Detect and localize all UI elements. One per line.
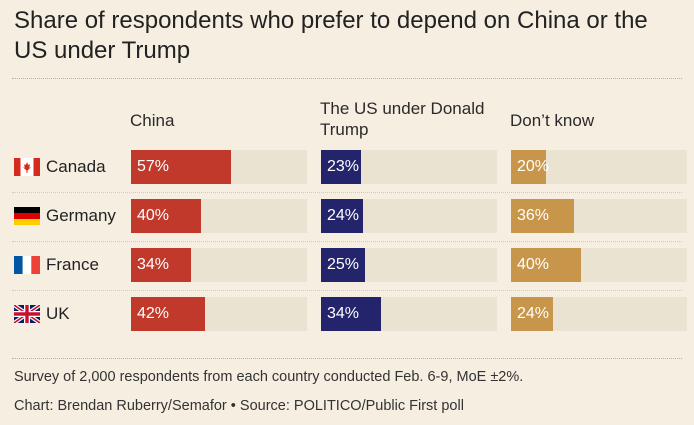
bar-dont-know-germany: [511, 199, 574, 233]
bar-track-dont-know: 24%: [511, 297, 687, 331]
row-label-france: France: [14, 248, 99, 282]
bar-value-label: 57%: [137, 158, 170, 175]
bar-value-label: 34%: [137, 256, 170, 273]
bar-value-label: 24%: [327, 207, 360, 224]
bar-value-label: 24%: [517, 305, 550, 322]
bar-track-us: 23%: [321, 150, 497, 184]
row-divider: [12, 192, 682, 193]
uk-flag-icon: [14, 305, 40, 323]
bar-track-china: 34%: [131, 248, 307, 282]
column-header-china: China: [130, 111, 175, 130]
bar-dont-know-france: [511, 248, 581, 282]
bar-value-label: 42%: [137, 305, 170, 322]
bar-track-us: 34%: [321, 297, 497, 331]
bar-track-dont-know: 36%: [511, 199, 687, 233]
bar-value-label: 34%: [327, 305, 360, 322]
bottom-divider: [12, 358, 682, 359]
bar-china-france: [131, 248, 191, 282]
column-header-us-line1: The US under Donald: [320, 99, 485, 118]
top-divider: [12, 78, 682, 79]
bar-value-label: 40%: [137, 207, 170, 224]
chart-title: Share of respondents who prefer to depen…: [14, 7, 648, 64]
bar-track-us: 24%: [321, 199, 497, 233]
country-name: UK: [46, 304, 70, 323]
column-header-us-line2: Trump: [320, 120, 369, 139]
bar-track-china: 40%: [131, 199, 307, 233]
germany-flag-icon: [14, 207, 40, 225]
column-header-dont-know: Don’t know: [510, 111, 595, 130]
bar-us-canada: [321, 150, 361, 184]
bar-track-china: 57%: [131, 150, 307, 184]
bar-value-label: 25%: [327, 256, 360, 273]
bar-china-uk: [131, 297, 205, 331]
bar-china-canada: [131, 150, 231, 184]
country-name: France: [46, 255, 99, 274]
bar-value-label: 40%: [517, 256, 550, 273]
column-header-us: The US under Donald Trump: [320, 98, 484, 140]
bar-value-label: 36%: [517, 207, 550, 224]
bar-dont-know-canada: [511, 150, 546, 184]
bar-us-germany: [321, 199, 363, 233]
bar-dont-know-uk: [511, 297, 553, 331]
bar-us-uk: [321, 297, 381, 331]
footer-note: Survey of 2,000 respondents from each co…: [14, 369, 524, 385]
bar-value-label: 23%: [327, 158, 360, 175]
bar-track-dont-know: 40%: [511, 248, 687, 282]
row-label-canada: Canada: [14, 150, 106, 184]
row-divider: [12, 290, 682, 291]
bar-track-china: 42%: [131, 297, 307, 331]
bar-us-france: [321, 248, 365, 282]
country-name: Germany: [46, 206, 116, 225]
canada-flag-icon: [14, 158, 40, 176]
france-flag-icon: [14, 256, 40, 274]
country-name: Canada: [46, 157, 106, 176]
bar-china-germany: [131, 199, 201, 233]
bar-track-dont-know: 20%: [511, 150, 687, 184]
bar-value-label: 20%: [517, 158, 550, 175]
bar-track-us: 25%: [321, 248, 497, 282]
footer-credit: Chart: Brendan Ruberry/Semafor • Source:…: [14, 398, 464, 414]
row-label-uk: UK: [14, 297, 70, 331]
row-label-germany: Germany: [14, 199, 116, 233]
row-divider: [12, 241, 682, 242]
